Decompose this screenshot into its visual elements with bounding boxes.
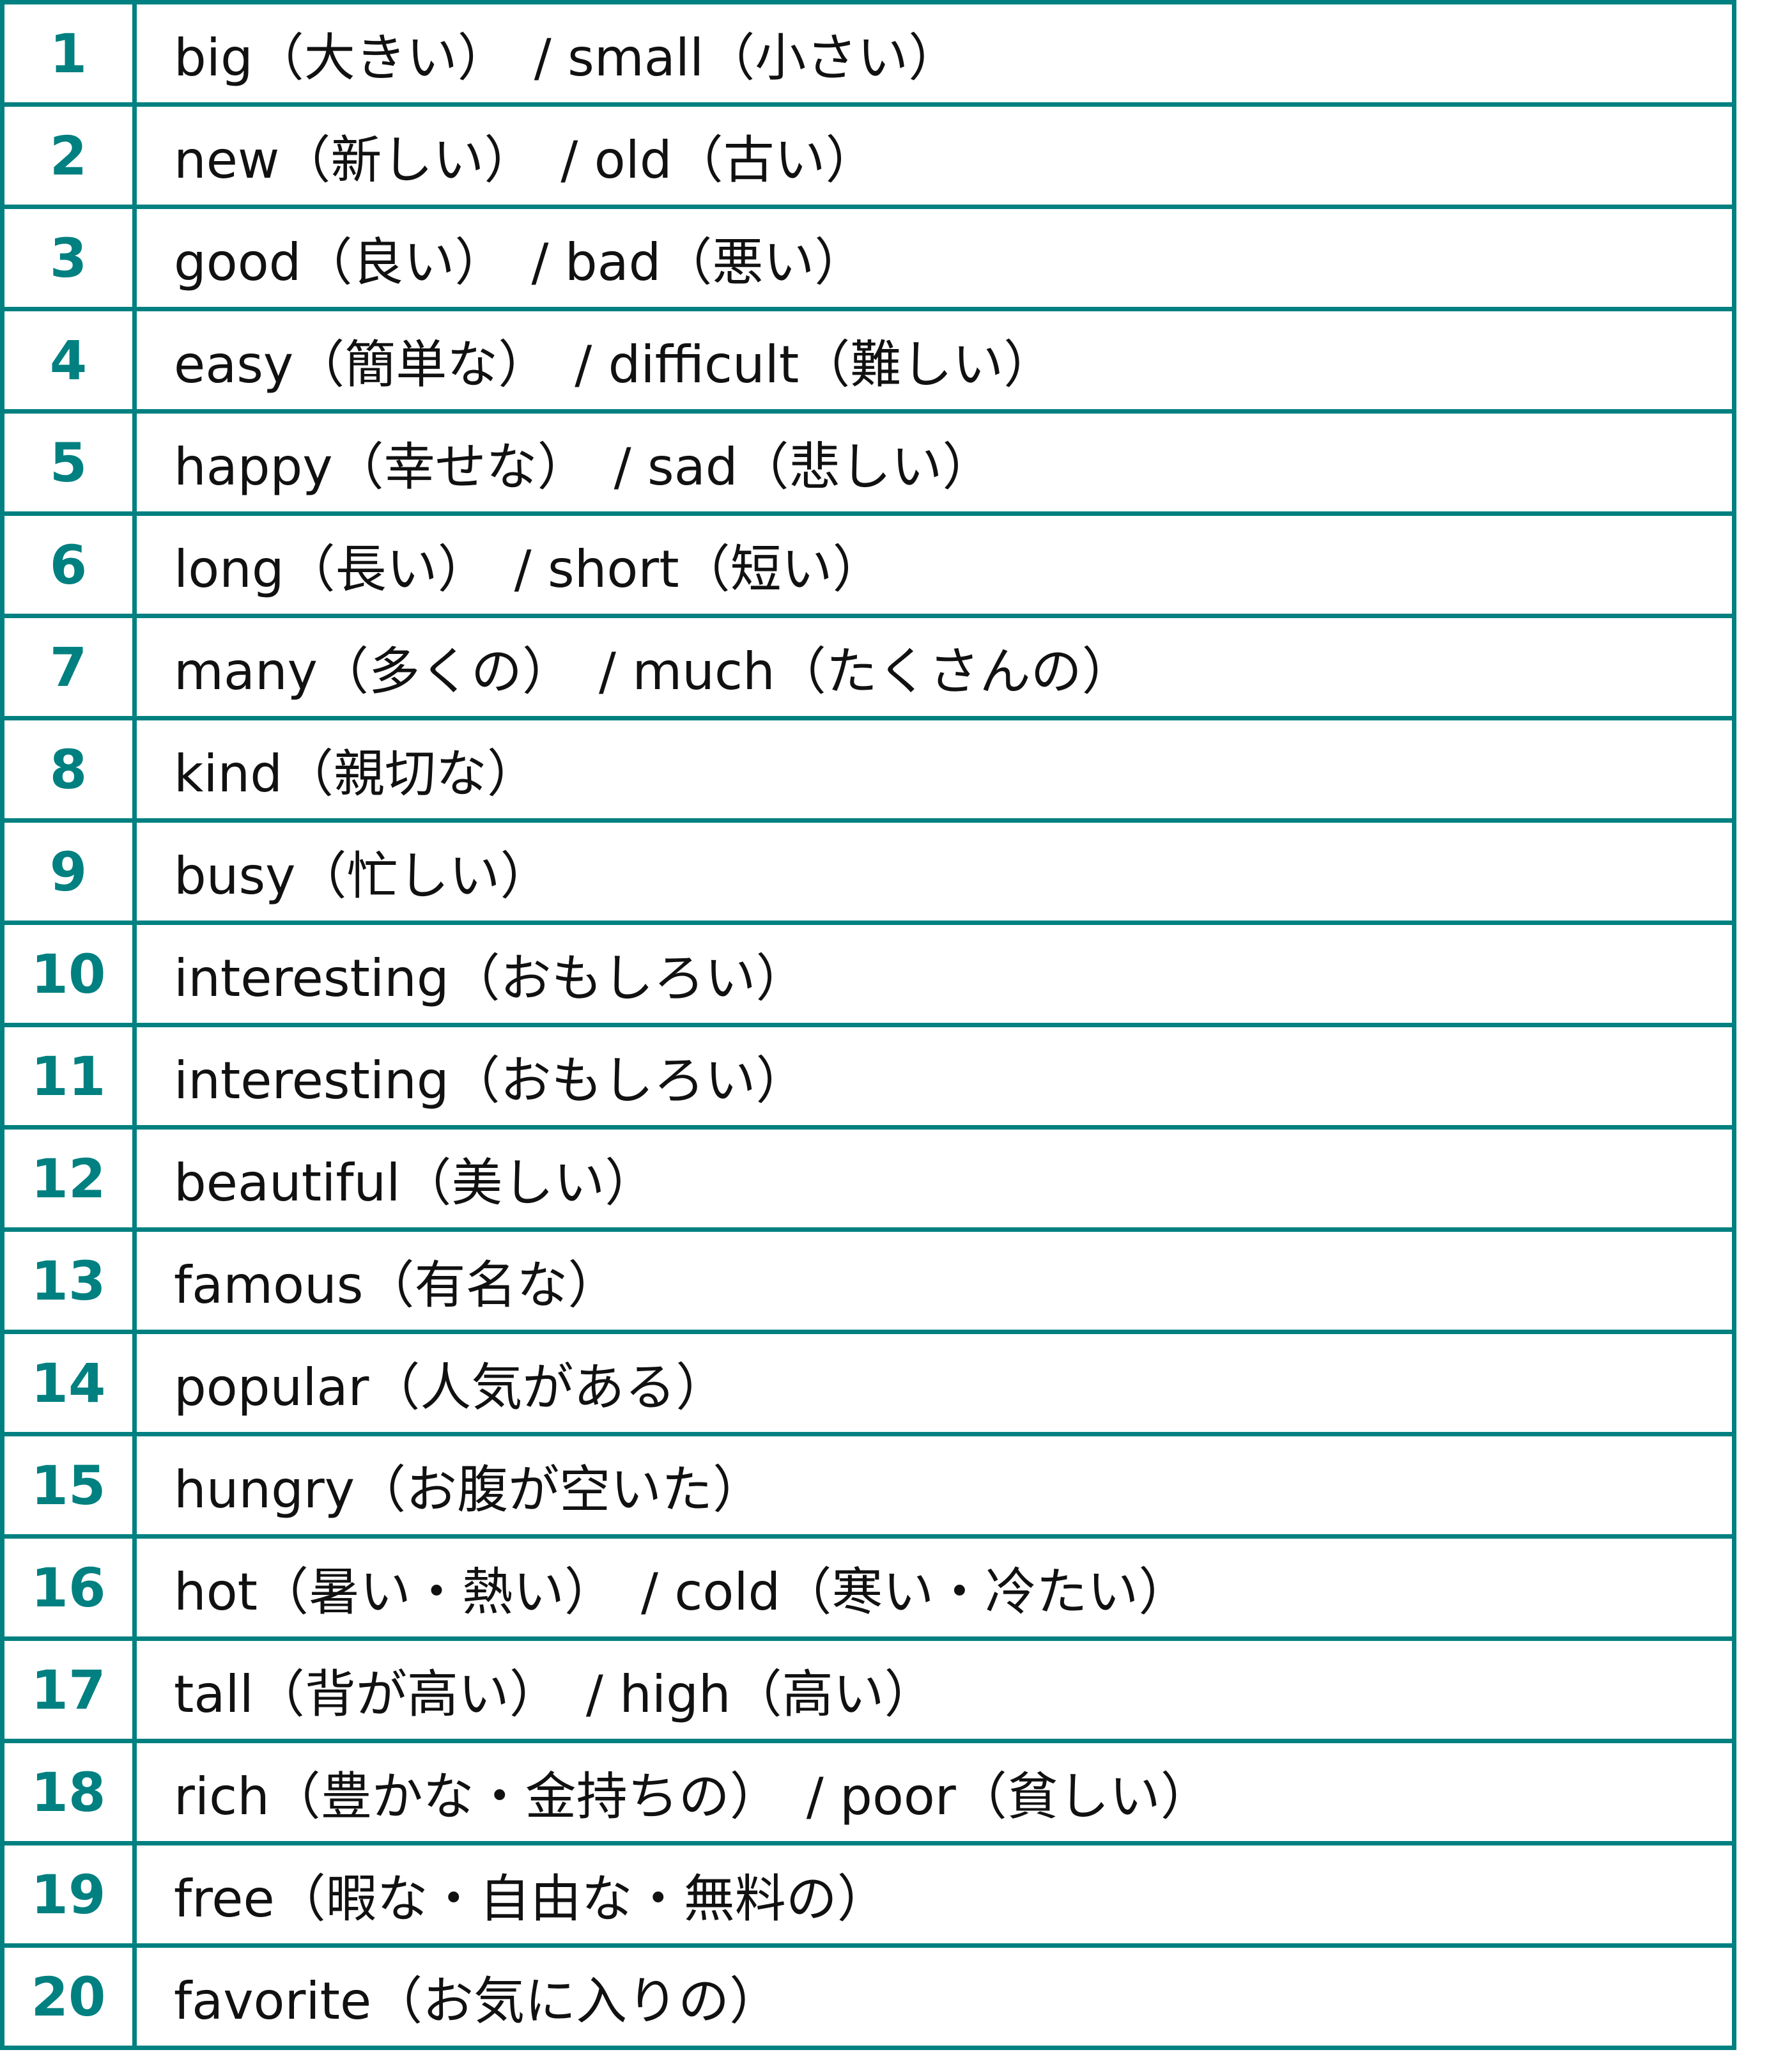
row-number: 17 — [0, 1636, 137, 1743]
row-number: 20 — [0, 1943, 137, 2050]
table-row: 2 new（新しい） / old（古い） — [0, 102, 1736, 209]
vocabulary-entry: new（新しい） / old（古い） — [132, 102, 1736, 209]
vocabulary-entry: favorite（お気に入りの） — [132, 1943, 1736, 2050]
vocabulary-entry: busy（忙しい） — [132, 818, 1736, 925]
vocabulary-entry: good（良い） / bad（悪い） — [132, 205, 1736, 311]
table-row: 16 hot（暑い・熱い） / cold（寒い・冷たい） — [0, 1534, 1736, 1641]
table-row: 18 rich（豊かな・金持ちの） / poor（貧しい） — [0, 1739, 1736, 1845]
vocabulary-entry: free（暇な・自由な・無料の） — [132, 1841, 1736, 1948]
vocabulary-entry: hungry（お腹が空いた） — [132, 1432, 1736, 1539]
vocabulary-entry: famous（有名な） — [132, 1227, 1736, 1334]
vocabulary-table: 1 big（大きい） / small（小さい） 2 new（新しい） / old（古い… — [0, 0, 1736, 2050]
vocabulary-entry: hot（暑い・熱い） / cold（寒い・冷たい） — [132, 1534, 1736, 1641]
row-number: 11 — [0, 1023, 137, 1130]
row-number: 10 — [0, 921, 137, 1027]
table-row: 9 busy（忙しい） — [0, 818, 1736, 925]
table-row: 12 beautiful（美しい） — [0, 1125, 1736, 1232]
table-row: 20 favorite（お気に入りの） — [0, 1943, 1736, 2050]
table-row: 4 easy（簡単な） / difficult（難しい） — [0, 307, 1736, 414]
table-row: 14 popular（人気がある） — [0, 1330, 1736, 1436]
vocabulary-entry: beautiful（美しい） — [132, 1125, 1736, 1232]
table-row: 19 free（暇な・自由な・無料の） — [0, 1841, 1736, 1948]
row-number: 4 — [0, 307, 137, 414]
table-row: 8 kind（親切な） — [0, 716, 1736, 823]
row-number: 18 — [0, 1739, 137, 1845]
vocabulary-entry: interesting（おもしろい） — [132, 1023, 1736, 1130]
vocabulary-entry: popular（人気がある） — [132, 1330, 1736, 1436]
table-row: 15 hungry（お腹が空いた） — [0, 1432, 1736, 1539]
row-number: 16 — [0, 1534, 137, 1641]
table-row: 6 long（長い） / short（短い） — [0, 511, 1736, 618]
vocabulary-entry: happy（幸せな） / sad（悲しい） — [132, 409, 1736, 516]
row-number: 6 — [0, 511, 137, 618]
vocabulary-entry: tall（背が高い） / high（高い） — [132, 1636, 1736, 1743]
row-number: 8 — [0, 716, 137, 823]
vocabulary-entry: kind（親切な） — [132, 716, 1736, 823]
vocabulary-entry: easy（簡単な） / difficult（難しい） — [132, 307, 1736, 414]
table-row: 1 big（大きい） / small（小さい） — [0, 0, 1736, 107]
row-number: 9 — [0, 818, 137, 925]
row-number: 1 — [0, 0, 137, 107]
row-number: 13 — [0, 1227, 137, 1334]
vocabulary-entry: big（大きい） / small（小さい） — [132, 0, 1736, 107]
vocabulary-entry: many（多くの） / much（たくさんの） — [132, 614, 1736, 720]
row-number: 2 — [0, 102, 137, 209]
row-number: 15 — [0, 1432, 137, 1539]
table-row: 3 good（良い） / bad（悪い） — [0, 205, 1736, 311]
row-number: 5 — [0, 409, 137, 516]
row-number: 7 — [0, 614, 137, 720]
vocabulary-entry: interesting（おもしろい） — [132, 921, 1736, 1027]
vocabulary-entry: long（長い） / short（短い） — [132, 511, 1736, 618]
table-row: 17 tall（背が高い） / high（高い） — [0, 1636, 1736, 1743]
row-number: 14 — [0, 1330, 137, 1436]
table-row: 10 interesting（おもしろい） — [0, 921, 1736, 1027]
row-number: 12 — [0, 1125, 137, 1232]
table-row: 13 famous（有名な） — [0, 1227, 1736, 1334]
table-row: 11 interesting（おもしろい） — [0, 1023, 1736, 1130]
row-number: 19 — [0, 1841, 137, 1948]
table-row: 7 many（多くの） / much（たくさんの） — [0, 614, 1736, 720]
row-number: 3 — [0, 205, 137, 311]
table-row: 5 happy（幸せな） / sad（悲しい） — [0, 409, 1736, 516]
vocabulary-entry: rich（豊かな・金持ちの） / poor（貧しい） — [132, 1739, 1736, 1845]
